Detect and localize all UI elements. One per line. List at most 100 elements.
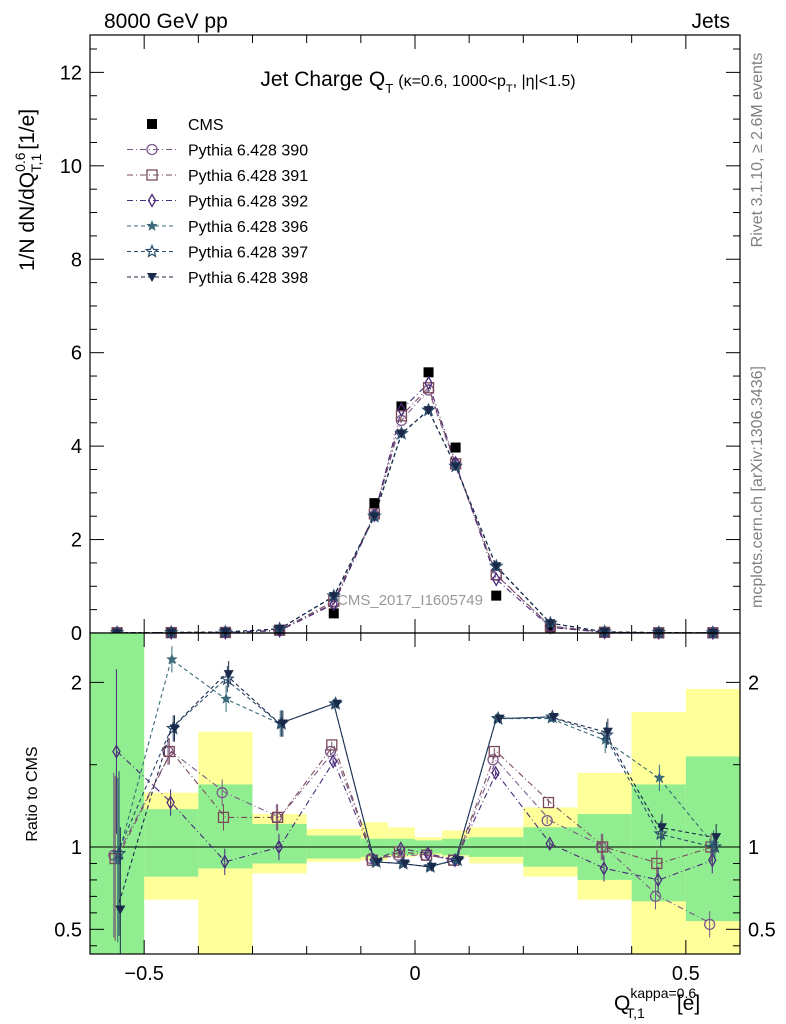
ratio-point bbox=[277, 719, 288, 729]
main-ytick-label: 10 bbox=[60, 156, 82, 178]
ratio-point bbox=[220, 692, 232, 704]
legend-label: Pythia 6.428 391 bbox=[188, 168, 308, 185]
mcplots-label: mcplots.cern.ch [arXiv:1306.3436] bbox=[749, 366, 766, 608]
stat-band-bin bbox=[144, 809, 199, 877]
ratio-point bbox=[372, 857, 383, 867]
ratio-point bbox=[393, 846, 406, 858]
mc-point bbox=[491, 562, 502, 572]
mc-point bbox=[424, 375, 433, 391]
ratio-ytick-label-right: 0.5 bbox=[748, 919, 776, 941]
main-ylabel: 1/N dN/dQ0.6T,1[1/e] bbox=[12, 109, 44, 271]
data-point bbox=[423, 367, 434, 378]
ratio-point bbox=[711, 833, 722, 843]
stat-band-bin bbox=[198, 784, 253, 869]
legend-label: Pythia 6.428 397 bbox=[188, 245, 308, 262]
x-tick-label: 0.5 bbox=[672, 963, 700, 985]
legend: CMS Pythia 6.428 390 Pythia 6.428 391 Pythi… bbox=[127, 117, 308, 287]
legend-marker bbox=[147, 119, 157, 129]
ratio-point bbox=[112, 744, 121, 759]
ratio-point bbox=[217, 811, 230, 824]
mc-point bbox=[395, 410, 408, 422]
data-point bbox=[369, 498, 380, 509]
stat-band-bin bbox=[360, 838, 388, 857]
ratio-point bbox=[707, 839, 723, 854]
x-tick-label: −0.5 bbox=[124, 963, 163, 985]
ratio-ytick-label: 0.5 bbox=[54, 919, 82, 941]
ratio-ytick-label: 2 bbox=[71, 672, 82, 694]
legend-label: Pythia 6.428 390 bbox=[188, 143, 308, 160]
ratio-ytick-label-right: 2 bbox=[748, 672, 759, 694]
ratio-point bbox=[423, 846, 433, 861]
mc-point bbox=[599, 627, 610, 637]
legend-label: Pythia 6.428 396 bbox=[188, 219, 308, 236]
ratio-point bbox=[704, 918, 716, 931]
ratio-ylabel: Ratio to CMS bbox=[24, 746, 41, 841]
process-label: Jets bbox=[691, 10, 730, 33]
mc-point bbox=[274, 624, 285, 634]
legend-label: Pythia 6.428 398 bbox=[188, 270, 308, 287]
stat-band-bin bbox=[252, 823, 307, 864]
ratio-point bbox=[541, 815, 553, 827]
ratio-point bbox=[491, 765, 500, 781]
legend-marker bbox=[147, 273, 157, 282]
ratio-point bbox=[545, 712, 557, 724]
main-ytick-label: 4 bbox=[71, 436, 82, 458]
ratio-point bbox=[332, 699, 342, 709]
legend-label: Pythia 6.428 392 bbox=[188, 194, 308, 211]
legend-marker bbox=[146, 143, 158, 156]
mc-point bbox=[450, 462, 461, 472]
ratio-point bbox=[599, 727, 614, 742]
legend-marker bbox=[147, 193, 157, 208]
ratio-point bbox=[396, 841, 406, 856]
mc-point bbox=[328, 592, 339, 602]
mc-point bbox=[397, 402, 406, 417]
data-point bbox=[491, 590, 502, 601]
ratio-ytick-label-right: 1 bbox=[748, 837, 759, 859]
ratio-point bbox=[223, 670, 234, 680]
stat-band-bin bbox=[685, 756, 740, 922]
ratio-point bbox=[326, 739, 338, 751]
main-ytick-label: 8 bbox=[71, 249, 82, 271]
ratio-point bbox=[453, 856, 464, 866]
ratio-point bbox=[653, 826, 668, 841]
main-ytick-label: 6 bbox=[71, 343, 82, 365]
ratio-point bbox=[653, 872, 663, 888]
legend-label: CMS bbox=[188, 117, 224, 134]
main-ytick-label: 12 bbox=[60, 62, 82, 84]
ratio-point bbox=[488, 745, 500, 758]
ratio-ytick-label: 1 bbox=[71, 837, 82, 859]
ratio-point bbox=[548, 712, 559, 722]
stat-band-bin bbox=[90, 633, 145, 954]
ratio-point bbox=[216, 787, 228, 799]
ratio-point bbox=[399, 859, 410, 869]
ratio-point bbox=[602, 727, 613, 737]
ratio-point bbox=[426, 862, 437, 872]
main-ytick-label: 0 bbox=[71, 623, 82, 645]
ratio-series-line bbox=[116, 678, 714, 868]
ratio-point bbox=[324, 745, 337, 758]
ratio-series-line bbox=[116, 750, 714, 925]
legend-marker bbox=[146, 169, 158, 181]
legend-marker bbox=[146, 220, 158, 231]
ratio-series-line bbox=[116, 673, 713, 910]
ratio-point bbox=[328, 754, 338, 769]
ratio-point bbox=[111, 845, 127, 860]
ratio-point bbox=[166, 795, 175, 810]
ratio-point bbox=[596, 841, 609, 853]
mc-point bbox=[396, 429, 407, 439]
ratio-point bbox=[657, 823, 667, 833]
main-panel: 0 2 4 6 8 10 12 CMS_2017_I1605749 Jet Charge Q… bbox=[60, 34, 741, 645]
energy-label: 8000 GeV pp bbox=[104, 10, 228, 33]
main-ytick-label: 2 bbox=[71, 530, 82, 552]
mc-point bbox=[545, 619, 556, 629]
chart-title: Jet Charge QT (κ=0.6, 1000<pT, |η|<1.5) bbox=[260, 68, 575, 96]
watermark: CMS_2017_I1605749 bbox=[337, 592, 483, 609]
ratio-point bbox=[169, 724, 180, 734]
ratio-point bbox=[653, 771, 666, 783]
mc-point bbox=[422, 382, 435, 394]
ratio-point bbox=[166, 653, 178, 665]
mc-point bbox=[329, 596, 339, 612]
mc-point bbox=[423, 406, 434, 416]
ratio-point bbox=[220, 854, 230, 870]
mc-point bbox=[369, 512, 380, 522]
